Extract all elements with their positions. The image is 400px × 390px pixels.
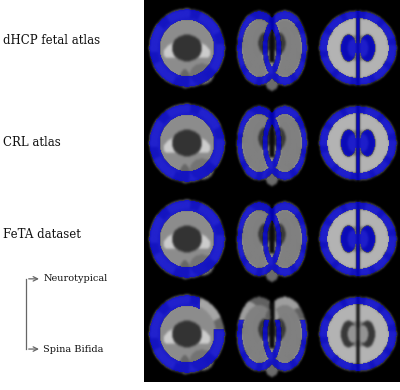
Text: Neurotypical: Neurotypical <box>43 274 108 284</box>
Text: dHCP fetal atlas: dHCP fetal atlas <box>3 34 100 48</box>
Text: FeTA dataset: FeTA dataset <box>3 227 81 241</box>
Text: Spina Bifida: Spina Bifida <box>43 344 104 354</box>
Text: CRL atlas: CRL atlas <box>3 136 61 149</box>
